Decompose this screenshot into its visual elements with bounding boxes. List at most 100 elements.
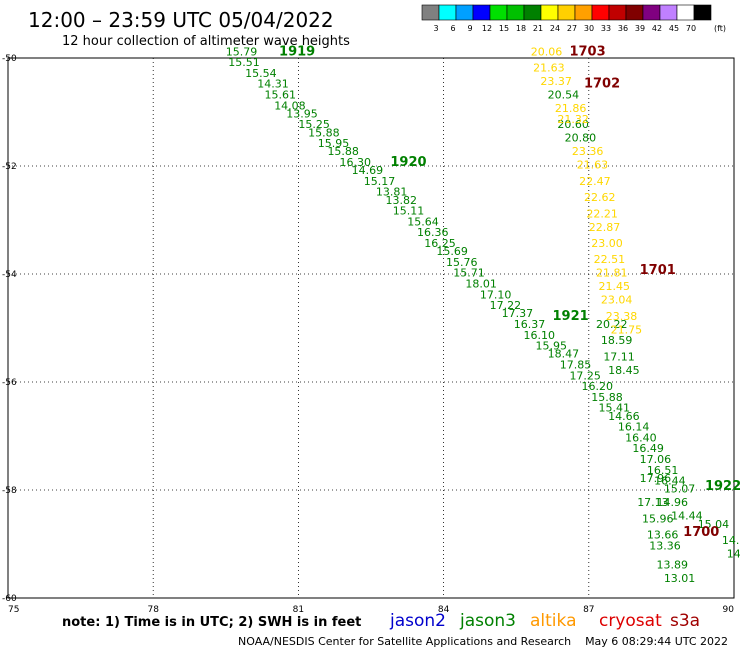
pass-number-label: 1922 xyxy=(705,479,740,494)
wave-height-label: 15.69 xyxy=(436,245,468,258)
wave-height-label: 14.31 xyxy=(257,78,289,91)
colorbar-swatch xyxy=(421,4,440,21)
x-tick-label: 81 xyxy=(293,605,304,615)
colorbar-label: 42 xyxy=(652,24,662,33)
colorbar-swatch xyxy=(523,4,542,21)
wave-height-label: 21.32 xyxy=(557,113,589,126)
observations: 15.7915.5115.5414.3115.6114.0813.9515.25… xyxy=(226,45,740,584)
wave-height-label: 17.10 xyxy=(480,288,512,301)
wave-height-label: 15.04 xyxy=(698,518,730,531)
y-tick-label: -56 xyxy=(2,378,17,388)
chart-subtitle: 12 hour collection of altimeter wave hei… xyxy=(62,34,350,49)
colorbar-label: 3 xyxy=(433,24,438,33)
pass-number-label: 1700 xyxy=(683,525,719,540)
wave-height-label: 16.30 xyxy=(340,156,372,169)
colorbar-label: 24 xyxy=(550,24,560,33)
wave-height-label: 21.86 xyxy=(555,102,587,115)
colorbar-swatch xyxy=(625,4,644,21)
pass-number-label: 1702 xyxy=(584,77,620,92)
wave-height-label: 16.14 xyxy=(618,421,650,434)
colorbar-swatch xyxy=(557,4,576,21)
wave-height-label: 18.45 xyxy=(608,364,640,377)
wave-height-label: 13.36 xyxy=(649,539,681,552)
wave-height-label: 21.81 xyxy=(596,267,628,280)
colorbar-swatch xyxy=(455,4,474,21)
wave-height-label: 18.01 xyxy=(465,278,497,291)
wave-height-label: 23.38 xyxy=(606,310,638,323)
pass-labels: 1919 1920 1921 1922 1703 1702 1701 1700 xyxy=(279,44,740,540)
credit-line: NOAA/NESDIS Center for Satellite Applica… xyxy=(238,635,571,648)
colorbar-swatch xyxy=(506,4,525,21)
wave-height-label: 20.80 xyxy=(565,132,597,145)
grid xyxy=(8,58,734,598)
wave-height-label: 14.3 xyxy=(722,534,740,547)
wave-height-label: 15.25 xyxy=(298,118,330,131)
y-tick-label: -52 xyxy=(2,162,17,172)
wave-height-label: 16.25 xyxy=(424,237,456,250)
wave-height-label: 16.37 xyxy=(514,318,546,331)
satellite-cryosat: cryosat xyxy=(599,611,662,631)
wave-height-label: 16.51 xyxy=(647,464,679,477)
colorbar-label: 36 xyxy=(618,24,628,33)
colorbar-label: 30 xyxy=(584,24,594,33)
colorbar-label: 27 xyxy=(567,24,577,33)
colorbar-label: 21 xyxy=(533,24,543,33)
wave-height-label: 16.40 xyxy=(625,431,657,444)
pass-number-label: 1919 xyxy=(279,44,315,59)
wave-height-label: 23.00 xyxy=(591,237,623,250)
wave-height-label: 23.36 xyxy=(572,145,604,158)
wave-height-label: 22.21 xyxy=(586,207,618,220)
wave-height-label: 17.13 xyxy=(637,496,669,509)
wave-height-label: 14.69 xyxy=(352,164,384,177)
wave-height-label: 15.88 xyxy=(327,145,359,158)
wave-height-label: 15.95 xyxy=(318,137,350,150)
wave-height-label: 16.44 xyxy=(654,475,686,488)
x-tick-label: 78 xyxy=(147,605,159,615)
wave-height-label: 21.45 xyxy=(598,280,630,293)
wave-height-label: 13.95 xyxy=(286,107,318,120)
wave-height-label: 15.07 xyxy=(664,483,696,496)
wave-height-label: 14.96 xyxy=(657,496,689,509)
wave-height-label: 15.71 xyxy=(453,267,485,280)
wave-height-label: 21.63 xyxy=(577,159,609,172)
colorbar-swatch xyxy=(574,4,593,21)
satellite-jason3: jason3 xyxy=(459,611,516,631)
colorbar-swatch xyxy=(608,4,627,21)
wave-height-label: 17.22 xyxy=(490,299,521,312)
colorbar-unit: (ft) xyxy=(714,24,726,33)
wave-height-label: 17.11 xyxy=(603,350,635,363)
colorbar-label: 15 xyxy=(499,24,509,33)
colorbar-label: 12 xyxy=(482,24,492,33)
satellite-altika: altika xyxy=(530,611,577,631)
wave-height-label: 15.11 xyxy=(393,205,425,218)
colorbar-swatch xyxy=(540,4,559,21)
wave-height-label: 13.82 xyxy=(386,194,418,207)
y-tick-label: -60 xyxy=(2,594,17,604)
satellite-jason2: jason2 xyxy=(389,611,446,631)
wave-height-label: 17.37 xyxy=(502,307,534,320)
colorbar-label: 39 xyxy=(635,24,645,33)
footer-note: note: 1) Time is in UTC; 2) SWH is in fe… xyxy=(62,615,361,630)
colorbar-swatch xyxy=(489,4,508,21)
wave-height-label: 17.25 xyxy=(569,369,601,382)
y-tick-label: -50 xyxy=(2,54,17,64)
wave-height-label: 22.87 xyxy=(589,221,621,234)
colorbar: 3 6 9 12 15 18 21 24 27 30 33 36 39 42 45 70 (ft) xyxy=(421,4,726,33)
wave-height-label: 13.66 xyxy=(647,529,679,542)
wave-height-label: 18.59 xyxy=(601,334,633,347)
wave-height-label: 17.06 xyxy=(640,453,672,466)
colorbar-label: 70 xyxy=(686,24,696,33)
wave-height-label: 16.36 xyxy=(417,226,449,239)
wave-height-label: 15.51 xyxy=(228,56,260,69)
wave-height-label: 15.17 xyxy=(364,175,396,188)
colorbar-swatch xyxy=(472,4,491,21)
wave-height-label: 13.81 xyxy=(376,186,408,199)
wave-height-label: 15.41 xyxy=(598,402,630,415)
wave-height-label: 15.79 xyxy=(226,45,257,58)
x-tick-label: 90 xyxy=(723,605,735,615)
colorbar-label: 9 xyxy=(467,24,472,33)
colorbar-label: 18 xyxy=(516,24,526,33)
colorbar-swatch xyxy=(438,4,457,21)
wave-height-label: 14.08 xyxy=(274,99,306,112)
colorbar-label: 45 xyxy=(669,24,679,33)
